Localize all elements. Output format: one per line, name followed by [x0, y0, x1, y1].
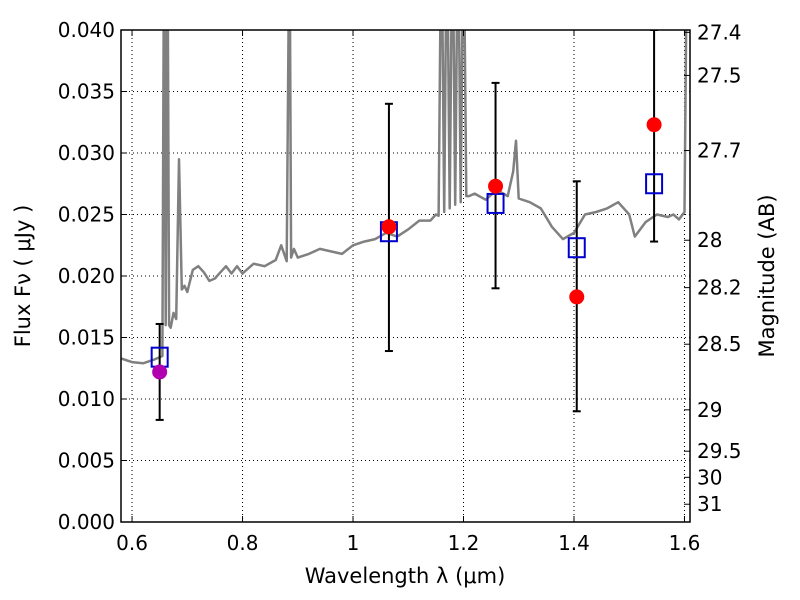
y-tick-label: 0.020	[58, 264, 115, 288]
x-tick-label: 0.6	[116, 531, 148, 555]
y2-tick-label: 27.5	[697, 63, 742, 87]
spectrum-line	[121, 30, 688, 365]
data-area	[121, 30, 688, 421]
model-square-marker	[645, 173, 664, 195]
observed-point-marker	[646, 117, 662, 133]
y-tick-label: 0.035	[58, 80, 115, 104]
y2-axis-title: Magnitude (AB)	[755, 194, 779, 357]
y-tick-label: 0.010	[58, 387, 115, 411]
tick-labels: 0.6 0.8 1 1.2 1.4 1.6 0.000 0.005 0.010 0.015 0.02…	[58, 18, 742, 555]
y-tick-label: 0.000	[58, 510, 115, 534]
observed-point-marker	[152, 364, 168, 380]
x-tick-label: 1	[347, 531, 360, 555]
y-axis-title: Flux Fν ( μJy )	[11, 205, 35, 348]
observed-point-marker	[381, 219, 397, 235]
x-tick-label: 1.6	[669, 531, 701, 555]
y2-tick-label: 27.7	[697, 139, 742, 163]
y2-tick-label: 31	[697, 492, 722, 516]
y-tick-label: 0.040	[58, 18, 115, 42]
y2-tick-label: 29	[697, 398, 722, 422]
x-axis-title: Wavelength λ (μm)	[305, 564, 506, 588]
y-tick-label: 0.015	[58, 326, 115, 350]
y-tick-label: 0.030	[58, 141, 115, 165]
model-square-marker	[486, 192, 505, 214]
y2-tick-label: 28.2	[697, 276, 742, 300]
x-tick-label: 1.4	[558, 531, 590, 555]
y-tick-label: 0.005	[58, 449, 115, 473]
y2-tick-label: 28	[697, 228, 722, 252]
ticks	[121, 29, 690, 523]
y2-tick-label: 30	[697, 465, 722, 489]
x-tick-label: 1.2	[448, 531, 480, 555]
observed-point-marker	[488, 178, 504, 194]
x-tick-label: 0.8	[227, 531, 259, 555]
model-square-marker	[567, 237, 586, 259]
y2-tick-label: 29.5	[697, 439, 742, 463]
y2-tick-label: 28.5	[697, 332, 742, 356]
observed-point-marker	[569, 289, 585, 305]
y2-tick-label: 27.4	[697, 20, 742, 44]
y-tick-label: 0.025	[58, 203, 115, 227]
